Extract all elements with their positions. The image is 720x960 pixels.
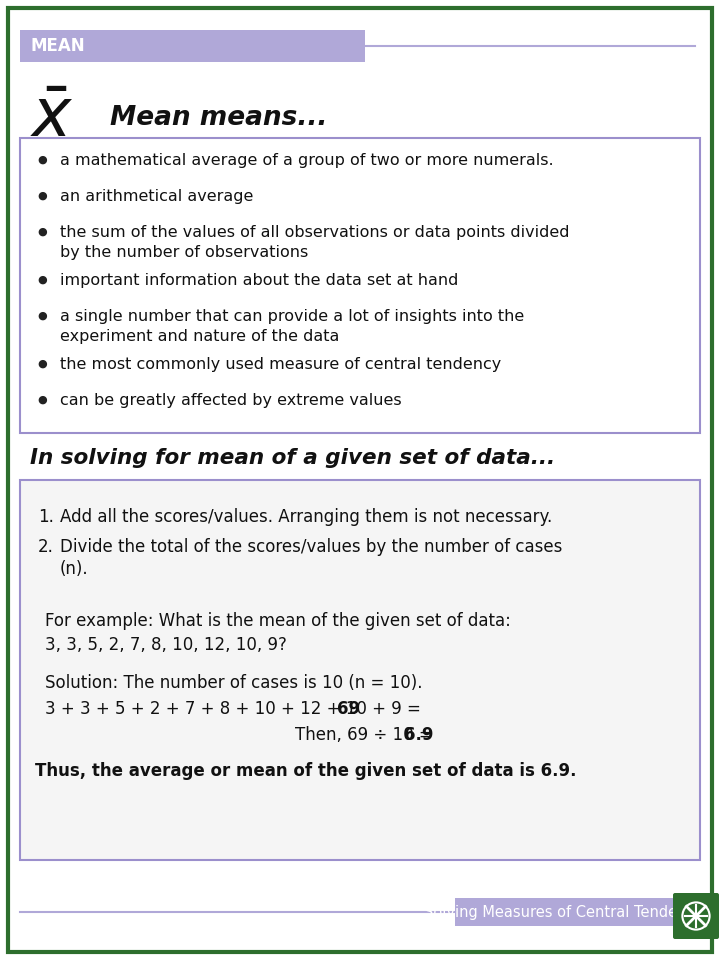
Text: the most commonly used measure of central tendency: the most commonly used measure of centra… [60,356,501,372]
Text: ●: ● [37,227,47,237]
Text: a single number that can provide a lot of insights into the: a single number that can provide a lot o… [60,308,524,324]
Text: Solution: The number of cases is 10 (n = 10).: Solution: The number of cases is 10 (n =… [45,674,423,692]
Text: MEAN: MEAN [30,37,85,55]
Text: can be greatly affected by extreme values: can be greatly affected by extreme value… [60,393,402,407]
Text: Divide the total of the scores/values by the number of cases: Divide the total of the scores/values by… [60,538,562,556]
Text: ●: ● [37,395,47,405]
FancyBboxPatch shape [20,138,700,433]
Text: Solving Measures of Central Tendency: Solving Measures of Central Tendency [424,904,703,920]
Text: For example: What is the mean of the given set of data:: For example: What is the mean of the giv… [45,612,511,630]
Text: the sum of the values of all observations or data points divided: the sum of the values of all observation… [60,225,570,239]
Text: ●: ● [37,275,47,285]
Text: ●: ● [37,191,47,201]
Text: 3, 3, 5, 2, 7, 8, 10, 12, 10, 9?: 3, 3, 5, 2, 7, 8, 10, 12, 10, 9? [45,636,287,654]
Text: ●: ● [37,311,47,321]
FancyBboxPatch shape [455,898,673,926]
Text: ●: ● [37,359,47,369]
Text: 3 + 3 + 5 + 2 + 7 + 8 + 10 + 12 + 10 + 9 =: 3 + 3 + 5 + 2 + 7 + 8 + 10 + 12 + 10 + 9… [45,700,426,718]
FancyBboxPatch shape [8,8,712,952]
Text: 2.: 2. [38,538,54,556]
Text: Add all the scores/values. Arranging them is not necessary.: Add all the scores/values. Arranging the… [60,508,552,526]
FancyBboxPatch shape [673,893,719,939]
FancyBboxPatch shape [20,480,700,860]
Text: $\mathit{\bar{x}}$: $\mathit{\bar{x}}$ [30,85,74,151]
Text: 1.: 1. [38,508,54,526]
Text: 6.9: 6.9 [404,726,433,744]
Text: Then, 69 ÷ 10 =: Then, 69 ÷ 10 = [295,726,438,744]
FancyBboxPatch shape [20,30,365,62]
Text: In solving for mean of a given set of data...: In solving for mean of a given set of da… [30,448,555,468]
Text: a mathematical average of a group of two or more numerals.: a mathematical average of a group of two… [60,153,554,167]
Text: 69: 69 [338,700,361,718]
Text: (n).: (n). [60,560,89,578]
Text: an arithmetical average: an arithmetical average [60,188,253,204]
Text: by the number of observations: by the number of observations [60,245,308,259]
Text: ●: ● [37,155,47,165]
Text: Thus, the average or mean of the given set of data is 6.9.: Thus, the average or mean of the given s… [35,762,577,780]
Text: experiment and nature of the data: experiment and nature of the data [60,328,339,344]
Text: Mean means...: Mean means... [110,105,328,131]
Text: important information about the data set at hand: important information about the data set… [60,273,459,287]
